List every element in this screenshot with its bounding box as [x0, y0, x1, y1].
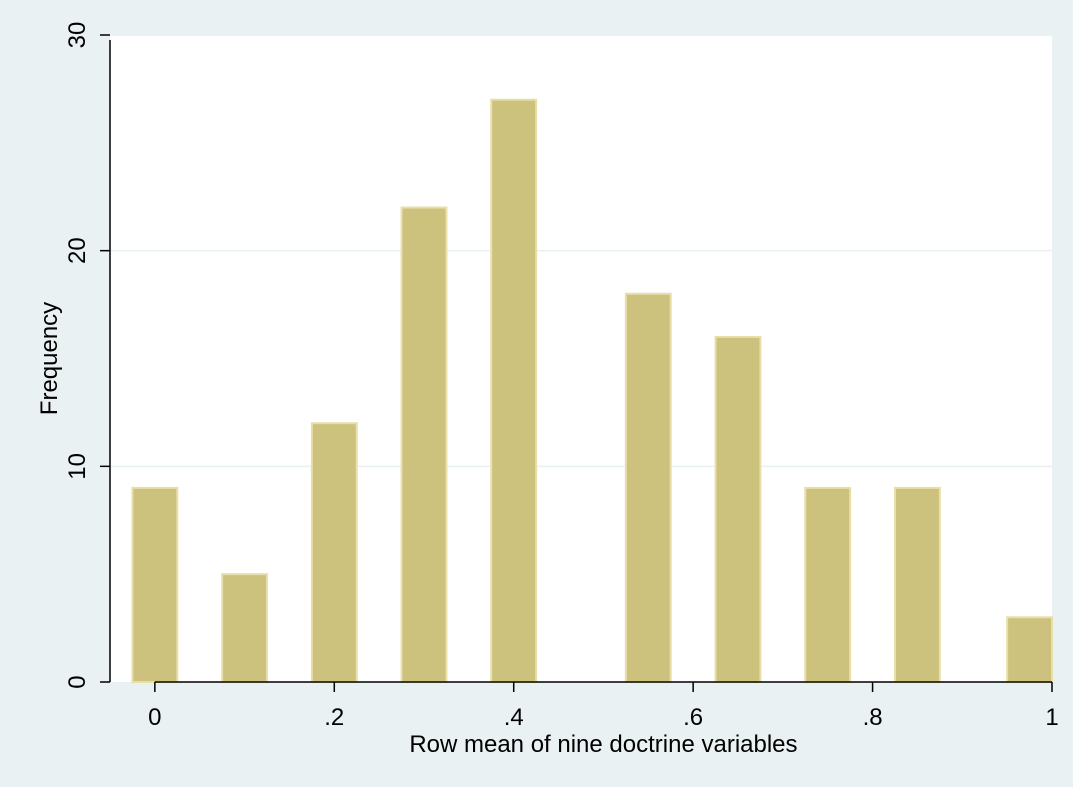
histogram-bar [310, 422, 358, 683]
bars [131, 98, 1054, 684]
x-tick-label: 0 [148, 704, 161, 731]
histogram-bar [894, 486, 941, 683]
x-tick-label: .4 [504, 704, 524, 731]
y-axis-label: Frequency [36, 302, 63, 415]
histogram-bar [490, 98, 538, 683]
histogram-bar [624, 292, 672, 683]
gridlines [110, 34, 1052, 468]
histogram-bar [131, 486, 179, 683]
axes: 0 10 20 30 0 .2 .4 .6 .8 1 [64, 22, 1059, 731]
histogram-bar [1006, 616, 1054, 683]
x-tick-label: 1 [1045, 704, 1058, 731]
histogram-bar [400, 206, 448, 684]
x-axis-label: Row mean of nine doctrine variables [409, 731, 797, 758]
histogram-bar [221, 573, 268, 684]
x-tick-label: .8 [863, 704, 883, 731]
histogram-bar [714, 335, 762, 683]
x-tick-label: .2 [324, 704, 344, 731]
y-tick-label: 10 [64, 453, 91, 480]
y-tick-label: 30 [64, 22, 91, 49]
y-tick-label: 0 [64, 675, 91, 688]
histogram-bar [804, 486, 852, 683]
y-tick-label: 20 [64, 237, 91, 264]
x-tick-label: .6 [683, 704, 703, 731]
